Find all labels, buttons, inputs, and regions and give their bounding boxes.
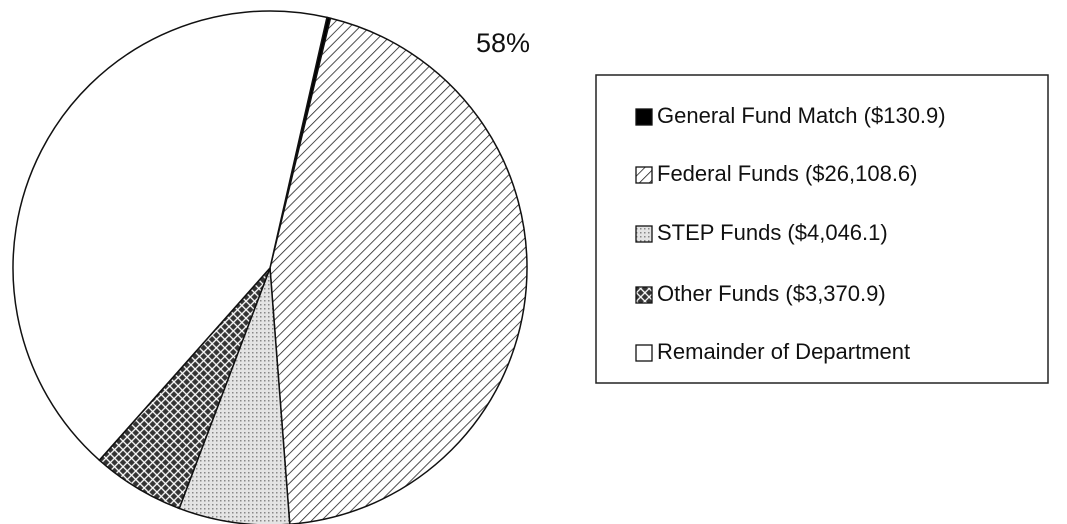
pie-slice [178, 267, 291, 524]
legend-label: Other Funds ($3,370.9) [657, 281, 886, 306]
legend-swatch [635, 286, 653, 304]
legend-swatch [635, 166, 653, 184]
pie-slice [269, 17, 528, 524]
pie [12, 10, 528, 524]
annotation: 58% [476, 28, 530, 58]
legend: General Fund Match ($130.9) Federal Funds… [635, 103, 946, 364]
legend-label: Federal Funds ($26,108.6) [657, 161, 918, 186]
legend-label: Remainder of Department [657, 339, 910, 364]
legend-label: General Fund Match ($130.9) [657, 103, 946, 128]
legend-swatch [635, 225, 653, 243]
legend-swatch [635, 108, 653, 126]
legend-swatch [635, 344, 653, 362]
legend-box [595, 74, 1049, 384]
pie-slice [12, 10, 328, 462]
legend-label: STEP Funds ($4,046.1) [657, 220, 888, 245]
